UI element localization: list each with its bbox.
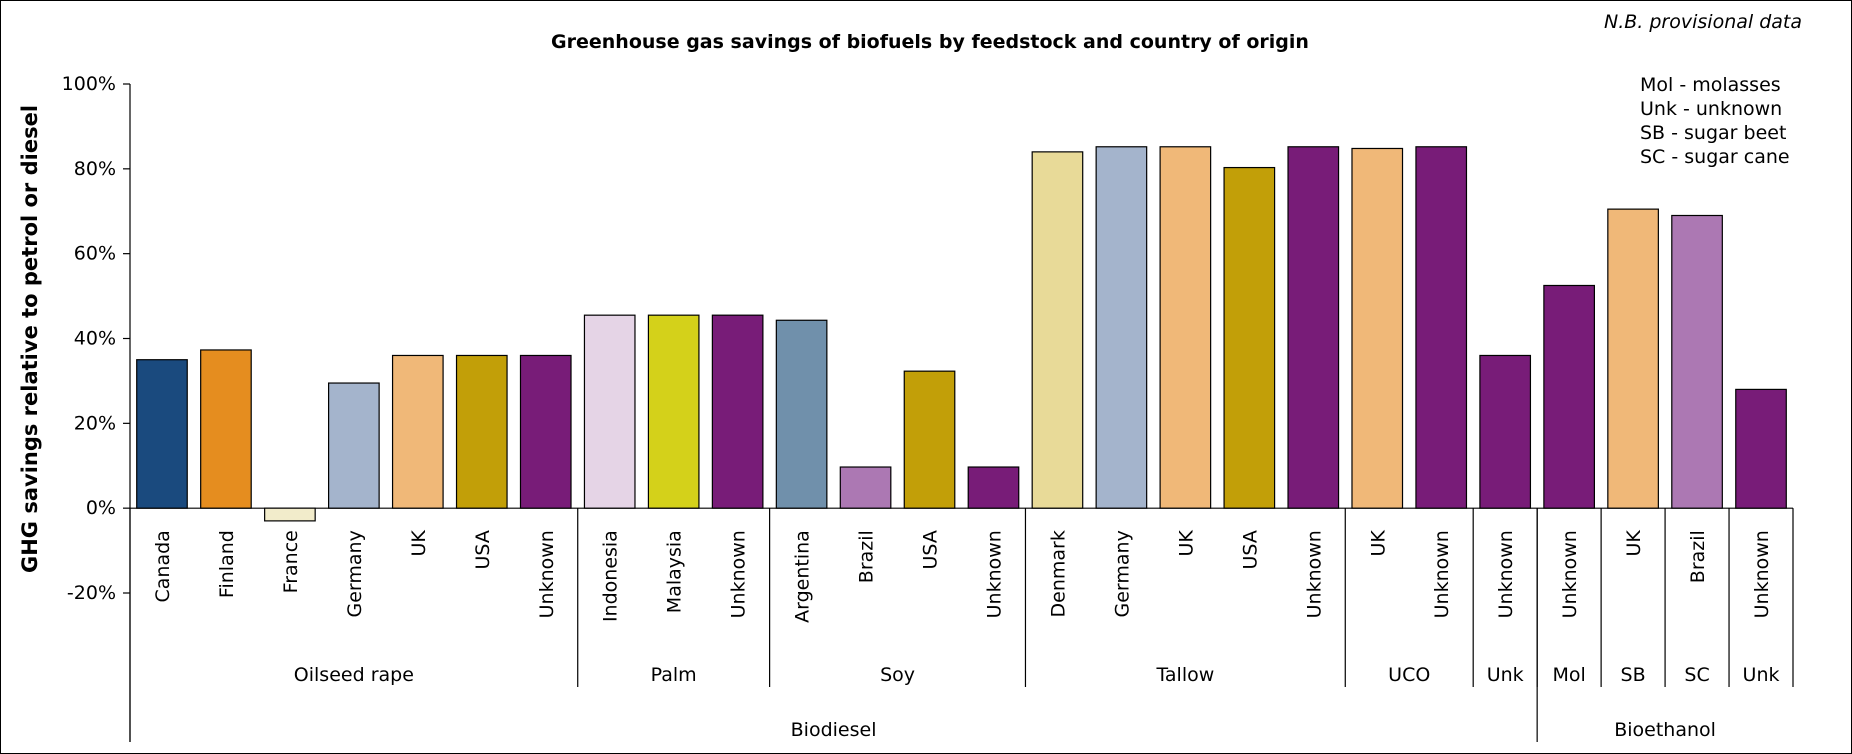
x-tick-label: Brazil [1687, 530, 1709, 583]
bar [1671, 214, 1723, 509]
x-tick-label: Unknown [728, 530, 750, 618]
x-tick-label: France [280, 530, 302, 593]
y-tick-label: 60% [74, 243, 116, 265]
feedstock-group-label: Unk [1487, 664, 1524, 686]
provisional-data-note: N.B. provisional data [1604, 11, 1802, 33]
x-tick-label: Argentina [792, 530, 814, 623]
x-tick-label: Canada [152, 530, 174, 602]
bars [136, 146, 1787, 522]
bar [1415, 146, 1468, 509]
x-tick-label: Indonesia [600, 530, 622, 622]
x-tick-label: Germany [344, 530, 366, 617]
y-axis-label: GHG savings relative to petrol or diesel [18, 105, 42, 573]
x-tick-label: Malaysia [664, 530, 686, 613]
feedstock-group-label: Palm [651, 664, 697, 686]
bar [1543, 284, 1595, 509]
feedstock-group-label: Mol [1552, 664, 1585, 686]
x-tick-label: UK [1175, 530, 1197, 557]
bar [1095, 146, 1148, 509]
bar [1287, 146, 1340, 509]
abbreviation-legend: Mol - molasses Unk - unknown SB - sugar … [1640, 74, 1790, 168]
feedstock-group-label: SB [1621, 664, 1646, 686]
feedstock-group-label: Tallow [1155, 664, 1214, 686]
x-tick-label: Unknown [1495, 530, 1517, 618]
x-tick-label: Germany [1111, 530, 1133, 617]
bar [1735, 388, 1787, 509]
legend-note: Mol - molasses [1640, 74, 1781, 96]
bar [136, 359, 188, 509]
y-tick-label: 0% [86, 497, 116, 519]
fuel-group-label: Bioethanol [1614, 719, 1716, 741]
x-tick-label: UK [408, 530, 430, 557]
y-tick-label: 100% [62, 73, 116, 95]
bar [1607, 208, 1659, 509]
bar [647, 314, 700, 509]
x-tick-label: UK [1367, 530, 1389, 557]
x-tick-label: UK [1623, 530, 1645, 557]
x-tick-label: Unknown [536, 530, 558, 618]
legend-note: Unk - unknown [1640, 98, 1782, 120]
x-tick-label: USA [1239, 530, 1261, 569]
category-labels: Canada Finland France Germany UK USA Unknown In… [152, 530, 1773, 623]
feedstock-group-label: Unk [1743, 664, 1780, 686]
x-tick-label: Denmark [1047, 530, 1069, 617]
bar [391, 354, 444, 509]
y-tick-label: 80% [74, 158, 116, 180]
bar [967, 466, 1020, 509]
x-tick-label: Finland [216, 530, 238, 598]
feedstock-group-label: Oilseed rape [294, 664, 414, 686]
x-tick-label: Brazil [856, 530, 878, 583]
bar [264, 507, 316, 522]
bar [711, 314, 764, 509]
bar [775, 319, 828, 509]
y-tick-label: 40% [74, 328, 116, 350]
bar [839, 466, 892, 509]
x-tick-label: Unknown [1303, 530, 1325, 618]
legend-note: SB - sugar beet [1640, 122, 1786, 144]
bar [328, 382, 380, 509]
bar [903, 370, 956, 509]
bar [1351, 147, 1404, 509]
feedstock-group-label: SC [1684, 664, 1709, 686]
bar [583, 314, 636, 509]
x-tick-label: Unknown [983, 530, 1005, 618]
x-tick-label: Unknown [1751, 530, 1773, 618]
bar [1031, 151, 1084, 509]
x-tick-label: USA [472, 530, 494, 569]
legend-note: SC - sugar cane [1640, 146, 1790, 168]
fuel-group-label: Biodiesel [791, 719, 877, 741]
bar [455, 354, 508, 509]
bar [519, 354, 572, 509]
chart-title: Greenhouse gas savings of biofuels by fe… [551, 31, 1309, 53]
bar [200, 349, 252, 509]
bar [1479, 354, 1532, 509]
feedstock-group-label: Soy [880, 664, 915, 686]
x-tick-label: Unknown [1431, 530, 1453, 618]
feedstock-group-label: UCO [1388, 664, 1430, 686]
x-tick-label: USA [920, 530, 942, 569]
y-tick-label: 20% [74, 412, 116, 434]
x-tick-label: Unknown [1559, 530, 1581, 618]
group-labels: Oilseed rape Palm Soy Tallow UCO Unk Mol SB SC Un… [129, 508, 1794, 742]
bar [1223, 166, 1276, 509]
bar [1159, 146, 1212, 509]
y-tick-label: -20% [67, 582, 116, 604]
